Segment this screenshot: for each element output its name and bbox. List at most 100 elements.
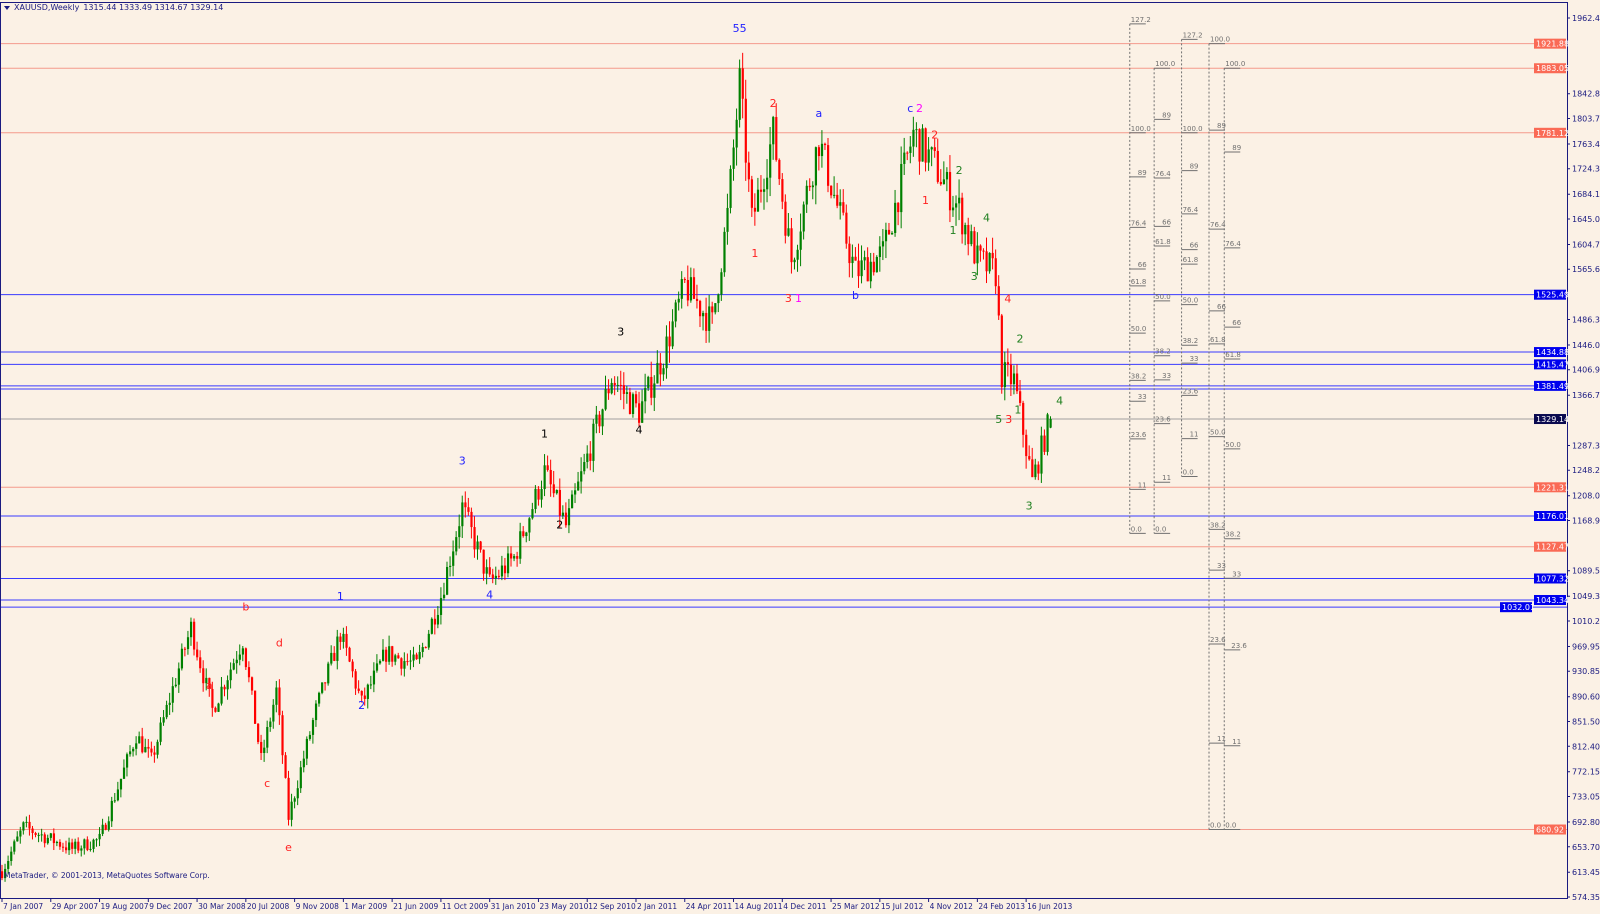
candle-body bbox=[1003, 362, 1006, 388]
candle bbox=[528, 517, 531, 541]
candle bbox=[86, 836, 89, 852]
candle bbox=[250, 676, 254, 695]
candle bbox=[214, 706, 217, 713]
fibo-level-label: 0.0 bbox=[1131, 525, 1142, 533]
fibo-level-label: 76.4 bbox=[1183, 206, 1199, 214]
candle-body bbox=[601, 409, 604, 427]
candle bbox=[83, 838, 86, 855]
candle-body bbox=[129, 751, 132, 755]
candle-body bbox=[141, 736, 144, 753]
candle bbox=[278, 679, 281, 725]
candle bbox=[287, 770, 290, 826]
candle bbox=[887, 222, 891, 235]
candle-body bbox=[674, 302, 677, 322]
candle bbox=[34, 831, 37, 838]
fibo-expansion[interactable]: 0.0 11 23.6 33 38.2 50.0 61.8 66 76.4 89 100.0 127.… bbox=[1181, 31, 1203, 477]
candle-body bbox=[430, 618, 433, 634]
candle-body bbox=[1049, 419, 1052, 428]
candle-body bbox=[58, 841, 62, 847]
candle bbox=[857, 243, 860, 288]
fibo-expansion[interactable]: 0.0 11 23.6 33 38.2 50.0 61.8 66 76.4 89 100.0 127.… bbox=[1129, 16, 1151, 534]
fibo-level-label: 100.0 bbox=[1131, 125, 1151, 133]
candle-body bbox=[543, 465, 546, 490]
fibo-level-label: 89 bbox=[1232, 144, 1241, 152]
candle-body bbox=[793, 259, 796, 263]
fibo-level-label: 50.0 bbox=[1155, 293, 1171, 301]
candle bbox=[122, 759, 126, 780]
dropdown-triangle-icon[interactable] bbox=[4, 5, 10, 10]
candle bbox=[375, 654, 379, 673]
candle bbox=[1009, 353, 1013, 396]
candle-body bbox=[43, 834, 46, 844]
fibo-level-label: 11 bbox=[1138, 481, 1147, 489]
candle-body bbox=[461, 502, 464, 527]
candle-body bbox=[839, 202, 842, 206]
candle-body bbox=[275, 687, 278, 705]
candle bbox=[403, 652, 406, 677]
candle-body bbox=[881, 241, 885, 247]
candle-body bbox=[250, 677, 254, 691]
candle-body bbox=[391, 646, 394, 662]
candle-body bbox=[604, 388, 607, 410]
candle-body bbox=[83, 839, 86, 849]
candle-body bbox=[278, 687, 281, 716]
candle bbox=[638, 391, 641, 428]
fibo-expansion[interactable]: 0.0 11 23.6 33 38.2 50.0 61.8 66 76.4 89 100.0 bbox=[1153, 60, 1175, 534]
wave-label: 2 bbox=[1017, 332, 1024, 345]
candle-body bbox=[567, 508, 571, 526]
candle-body bbox=[232, 663, 235, 670]
wave-label: 1 bbox=[1014, 403, 1021, 416]
candle bbox=[561, 505, 565, 520]
candle bbox=[31, 825, 34, 840]
candle bbox=[631, 392, 635, 418]
candle bbox=[55, 840, 59, 847]
candle bbox=[49, 832, 52, 841]
candle bbox=[1025, 429, 1028, 469]
candle bbox=[519, 522, 522, 564]
candle-body bbox=[884, 229, 888, 242]
candle-body bbox=[1031, 459, 1034, 478]
candle bbox=[814, 146, 818, 205]
price-tick-label: 1287.35 bbox=[1572, 441, 1600, 450]
candle bbox=[686, 265, 689, 307]
candle-body bbox=[522, 531, 525, 537]
fibonacci-tools: 0.0 11 23.6 33 38.2 50.0 61.8 66 76.4 89 100.0 127.… bbox=[1129, 16, 1247, 831]
candle bbox=[860, 245, 863, 284]
price-tag-label: 1921.88 bbox=[1536, 40, 1569, 49]
candle bbox=[211, 681, 214, 717]
candle bbox=[68, 837, 71, 855]
candle bbox=[244, 647, 248, 671]
price-tick-label: 1486.30 bbox=[1572, 315, 1600, 324]
candle-body bbox=[308, 734, 312, 739]
candle bbox=[165, 700, 168, 720]
candle bbox=[177, 662, 180, 693]
candle-body bbox=[229, 669, 232, 681]
candle bbox=[479, 540, 482, 553]
candle-body bbox=[692, 277, 696, 299]
candle bbox=[317, 691, 321, 707]
candle-body bbox=[25, 821, 28, 823]
price-tick-label: 1962.40 bbox=[1572, 14, 1600, 23]
candle-body bbox=[397, 655, 400, 659]
candle-body bbox=[403, 661, 406, 669]
candle-body bbox=[223, 686, 226, 690]
price-tick-label: 1208.00 bbox=[1572, 492, 1600, 501]
candle bbox=[848, 236, 851, 278]
candle-body bbox=[284, 755, 287, 778]
candle-body bbox=[845, 212, 848, 244]
candle bbox=[107, 816, 110, 832]
candle bbox=[253, 690, 257, 724]
fibo-expansion[interactable]: 0.0 11 23.6 33 38.2 50.0 61.8 66 76.4 89 100.0 bbox=[1223, 60, 1247, 831]
candle bbox=[586, 445, 589, 469]
candle bbox=[991, 237, 994, 270]
candle bbox=[104, 822, 107, 831]
candle bbox=[1034, 458, 1037, 480]
price-tick-label: 812.40 bbox=[1572, 742, 1600, 751]
candle-body bbox=[55, 841, 59, 844]
price-tick-label: 1446.05 bbox=[1572, 341, 1600, 350]
fibo-expansion[interactable]: 0.0 11 23.6 33 38.2 50.0 61.8 66 76.4 89 100.0 bbox=[1208, 36, 1230, 831]
candle bbox=[863, 250, 866, 271]
candle bbox=[28, 814, 31, 836]
